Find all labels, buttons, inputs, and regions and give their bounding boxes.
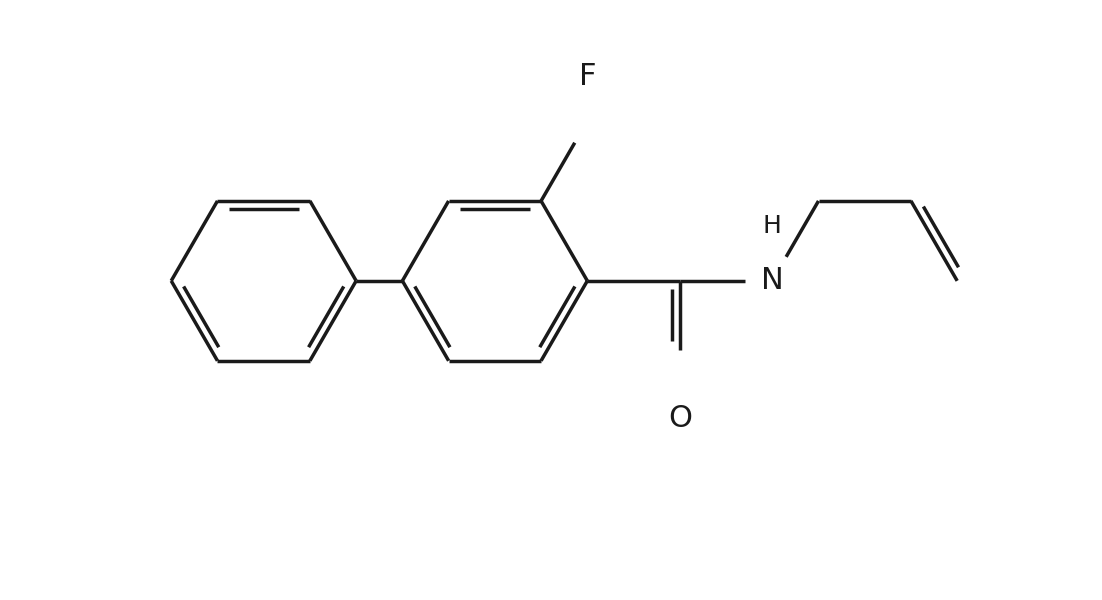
Text: N: N <box>760 266 784 295</box>
Text: H: H <box>763 214 781 238</box>
Text: F: F <box>579 62 596 91</box>
Text: O: O <box>668 404 692 433</box>
